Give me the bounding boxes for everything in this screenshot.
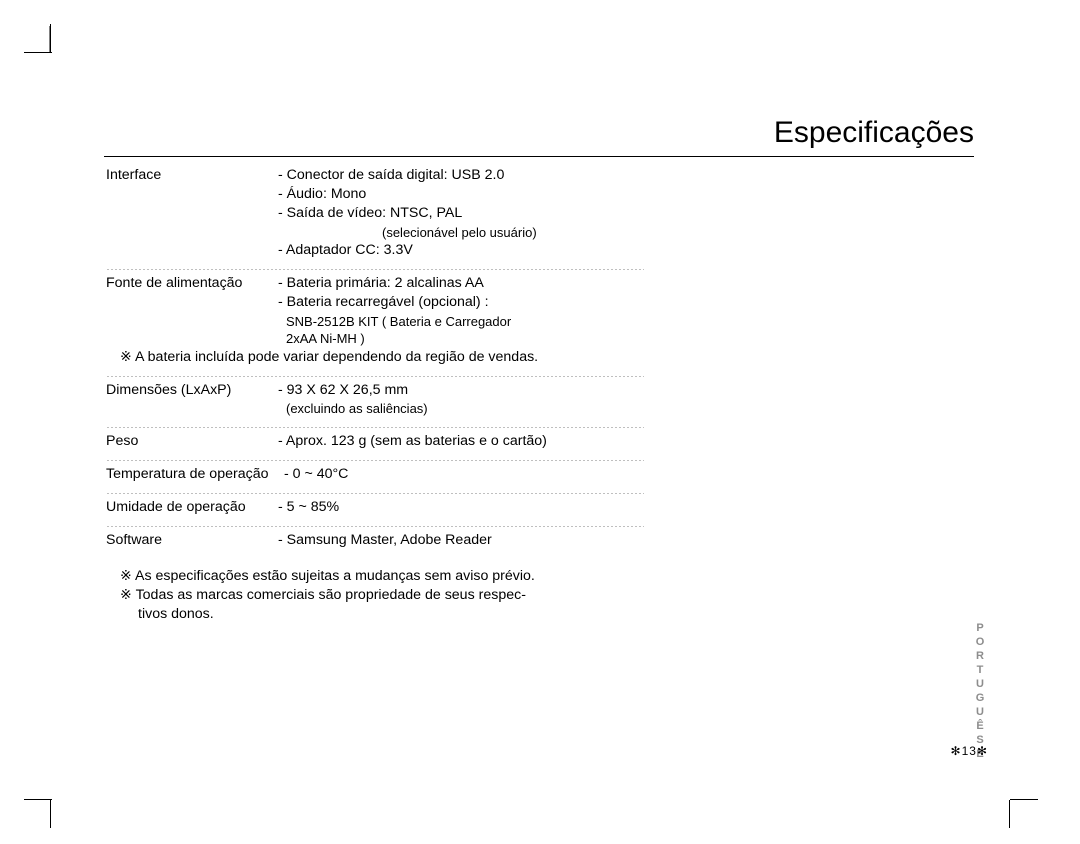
spec-line: (excluindo as saliências) bbox=[278, 400, 646, 418]
star-icon: ✻ bbox=[977, 744, 988, 758]
footnote-line: tivos donos. bbox=[106, 605, 646, 624]
spec-row-ophum: Umidade de operação - 5 ~ 85% bbox=[106, 498, 646, 517]
footnote-line: ※ Todas as marcas comerciais são proprie… bbox=[106, 586, 646, 605]
spec-line: - Conector de saída digital: USB 2.0 bbox=[278, 166, 646, 185]
spec-value: - 93 X 62 X 26,5 mm (excluindo as saliên… bbox=[278, 381, 646, 418]
crop-bl-h bbox=[24, 799, 52, 800]
spec-label: Fonte de alimentação bbox=[106, 274, 278, 293]
spec-label: Dimensões (LxAxP) bbox=[106, 381, 278, 400]
footnote-line: ※ As especificações estão sujeitas a mud… bbox=[106, 567, 646, 586]
spec-subnote: (selecionável pelo usuário) bbox=[278, 224, 646, 242]
crop-tl-h bbox=[24, 52, 52, 53]
page-number: ✻13✻ bbox=[951, 744, 988, 758]
dotted-separator bbox=[106, 371, 644, 377]
spec-value: - Samsung Master, Adobe Reader bbox=[278, 531, 646, 550]
spec-label: Umidade de operação bbox=[106, 498, 278, 517]
spec-line: SNB-2512B KIT ( Bateria e Carregador bbox=[278, 313, 646, 331]
manual-page: Especificações Interface - Conector de s… bbox=[0, 0, 1080, 844]
dotted-separator bbox=[106, 264, 644, 270]
spec-line: - 93 X 62 X 26,5 mm bbox=[278, 381, 646, 400]
spec-line: - Bateria primária: 2 alcalinas AA bbox=[278, 274, 646, 293]
spec-label: Peso bbox=[106, 432, 278, 451]
crop-tl-v bbox=[50, 24, 51, 52]
crop-br-h bbox=[1010, 799, 1038, 800]
crop-br-v bbox=[1009, 800, 1010, 828]
spec-label: Software bbox=[106, 531, 278, 550]
spec-line: - Bateria recarregável (opcional) : bbox=[278, 293, 646, 312]
spec-content: Interface - Conector de saída digital: U… bbox=[106, 166, 646, 550]
page-number-value: 13 bbox=[962, 744, 977, 758]
spec-line: - Áudio: Mono bbox=[278, 185, 646, 204]
spec-line: - Adaptador CC: 3.3V bbox=[278, 241, 646, 260]
spec-value: - 0 ~ 40°C bbox=[284, 465, 646, 484]
spec-row-dims: Dimensões (LxAxP) - 93 X 62 X 26,5 mm (e… bbox=[106, 381, 646, 418]
dotted-separator bbox=[106, 521, 644, 527]
spec-row-power: Fonte de alimentação - Bateria primária:… bbox=[106, 274, 646, 347]
footnotes: ※ As especificações estão sujeitas a mud… bbox=[106, 567, 646, 625]
dotted-separator bbox=[106, 455, 644, 461]
star-icon: ✻ bbox=[951, 744, 962, 758]
title-underline bbox=[104, 156, 974, 157]
spec-value: - Aprox. 123 g (sem as baterias e o cart… bbox=[278, 432, 646, 451]
spec-row-optemp: Temperatura de operação - 0 ~ 40°C bbox=[106, 465, 646, 484]
page-title: Especificações bbox=[774, 116, 974, 150]
spec-line: - Saída de vídeo: NTSC, PAL bbox=[278, 204, 646, 223]
spec-row-software: Software - Samsung Master, Adobe Reader bbox=[106, 531, 646, 550]
dotted-separator bbox=[106, 422, 644, 428]
spec-value: - Bateria primária: 2 alcalinas AA - Bat… bbox=[278, 274, 646, 347]
spec-row-interface: Interface - Conector de saída digital: U… bbox=[106, 166, 646, 260]
spec-value: - Conector de saída digital: USB 2.0 - Á… bbox=[278, 166, 646, 260]
spec-label: Temperatura de operação bbox=[106, 465, 284, 484]
language-indicator: PORTUGUÊSE bbox=[974, 622, 986, 762]
spec-label: Interface bbox=[106, 166, 278, 185]
spec-battery-note: ※ A bateria incluída pode variar depende… bbox=[106, 348, 646, 367]
spec-row-weight: Peso - Aprox. 123 g (sem as baterias e o… bbox=[106, 432, 646, 451]
crop-bl-v bbox=[50, 800, 51, 828]
spec-line: 2xAA Ni-MH ) bbox=[278, 330, 646, 348]
dotted-separator bbox=[106, 488, 644, 494]
spec-value: - 5 ~ 85% bbox=[278, 498, 646, 517]
